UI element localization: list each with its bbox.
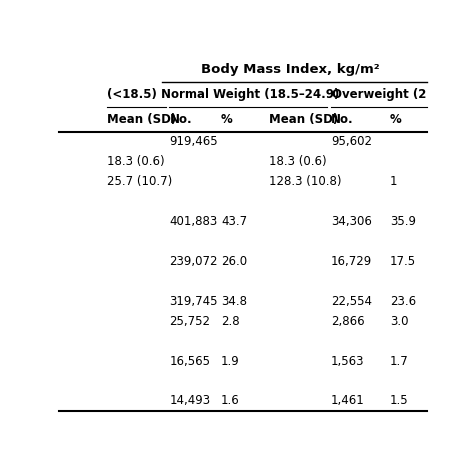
- Text: %: %: [221, 113, 233, 126]
- Text: 25.7 (10.7): 25.7 (10.7): [107, 175, 172, 188]
- Text: No.: No.: [331, 113, 354, 126]
- Text: 1.7: 1.7: [390, 355, 409, 367]
- Text: 2,866: 2,866: [331, 315, 365, 328]
- Text: 1,563: 1,563: [331, 355, 365, 367]
- Text: 1.6: 1.6: [221, 394, 240, 408]
- Text: No.: No.: [169, 113, 192, 126]
- Text: 128.3 (10.8): 128.3 (10.8): [269, 175, 341, 188]
- Text: Normal Weight (18.5–24.9): Normal Weight (18.5–24.9): [161, 88, 339, 101]
- Text: Mean (SD): Mean (SD): [269, 113, 338, 126]
- Text: 319,745: 319,745: [169, 295, 218, 308]
- Text: 16,565: 16,565: [169, 355, 210, 367]
- Text: 1.5: 1.5: [390, 394, 409, 408]
- Text: 919,465: 919,465: [169, 135, 218, 148]
- Text: 25,752: 25,752: [169, 315, 210, 328]
- Text: 16,729: 16,729: [331, 255, 373, 268]
- Text: Mean (SD): Mean (SD): [107, 113, 176, 126]
- Text: 43.7: 43.7: [221, 215, 247, 228]
- Text: 95,602: 95,602: [331, 135, 372, 148]
- Text: 239,072: 239,072: [169, 255, 218, 268]
- Text: 34,306: 34,306: [331, 215, 372, 228]
- Text: 35.9: 35.9: [390, 215, 416, 228]
- Text: 23.6: 23.6: [390, 295, 416, 308]
- Text: Body Mass Index, kg/m²: Body Mass Index, kg/m²: [201, 63, 380, 76]
- Text: 14,493: 14,493: [169, 394, 210, 408]
- Text: 34.8: 34.8: [221, 295, 247, 308]
- Text: 17.5: 17.5: [390, 255, 416, 268]
- Text: 18.3 (0.6): 18.3 (0.6): [269, 155, 326, 168]
- Text: 2.8: 2.8: [221, 315, 239, 328]
- Text: 26.0: 26.0: [221, 255, 247, 268]
- Text: %: %: [390, 113, 401, 126]
- Text: 1.9: 1.9: [221, 355, 240, 367]
- Text: 3.0: 3.0: [390, 315, 409, 328]
- Text: 401,883: 401,883: [169, 215, 218, 228]
- Text: Overweight (2: Overweight (2: [332, 88, 426, 101]
- Text: 18.3 (0.6): 18.3 (0.6): [107, 155, 164, 168]
- Text: 1: 1: [390, 175, 397, 188]
- Text: (<18.5): (<18.5): [107, 88, 157, 101]
- Text: 1,461: 1,461: [331, 394, 365, 408]
- Text: 22,554: 22,554: [331, 295, 372, 308]
